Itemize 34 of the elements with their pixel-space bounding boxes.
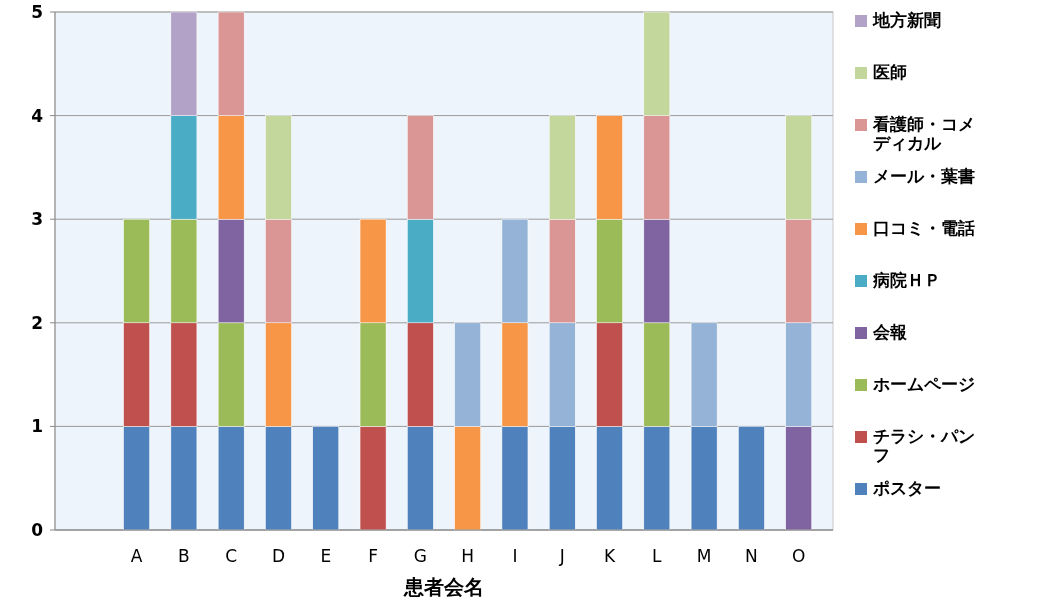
x-tick-label: G <box>413 546 427 566</box>
x-axis-title: 患者会名 <box>403 575 484 599</box>
x-tick-label: M <box>696 546 712 566</box>
x-tick-label: J <box>558 546 565 566</box>
x-tick-label: K <box>603 546 616 566</box>
y-tick-label: 0 <box>31 519 44 540</box>
x-tick-label: O <box>792 546 806 566</box>
x-tick-label: D <box>271 546 286 566</box>
x-tick-label: B <box>178 546 190 566</box>
legend-label: 口コミ・電話 <box>873 218 975 238</box>
y-tick-label: 2 <box>31 312 43 333</box>
x-tick-label: F <box>368 546 378 566</box>
legend-label: 会報 <box>872 322 908 342</box>
legend-label: ポスター <box>872 478 941 498</box>
legend-label: メール・葉書 <box>873 166 975 186</box>
y-tick-label: 3 <box>31 209 43 230</box>
x-tick-label: L <box>652 546 663 566</box>
x-tick-label: A <box>130 546 143 566</box>
legend-label: ホームページ <box>872 374 975 394</box>
x-tick-label: N <box>745 546 758 566</box>
legend-label: 地方新聞 <box>872 10 941 30</box>
legend-label: 医師 <box>873 62 907 82</box>
legend-label: チラシ・パンフ <box>873 426 975 465</box>
y-tick-label: 4 <box>31 105 44 126</box>
legend-label: 看護師・コメディカル <box>872 114 975 153</box>
legend-label: 病院ＨＰ <box>872 270 941 290</box>
x-tick-label: H <box>461 546 475 566</box>
y-tick-label: 1 <box>31 416 43 437</box>
x-tick-label: E <box>320 546 332 566</box>
bar <box>312 426 340 531</box>
bar <box>738 426 765 531</box>
y-tick-label: 5 <box>31 1 43 22</box>
x-tick-label: C <box>225 546 238 566</box>
x-tick-label: I <box>512 546 518 566</box>
